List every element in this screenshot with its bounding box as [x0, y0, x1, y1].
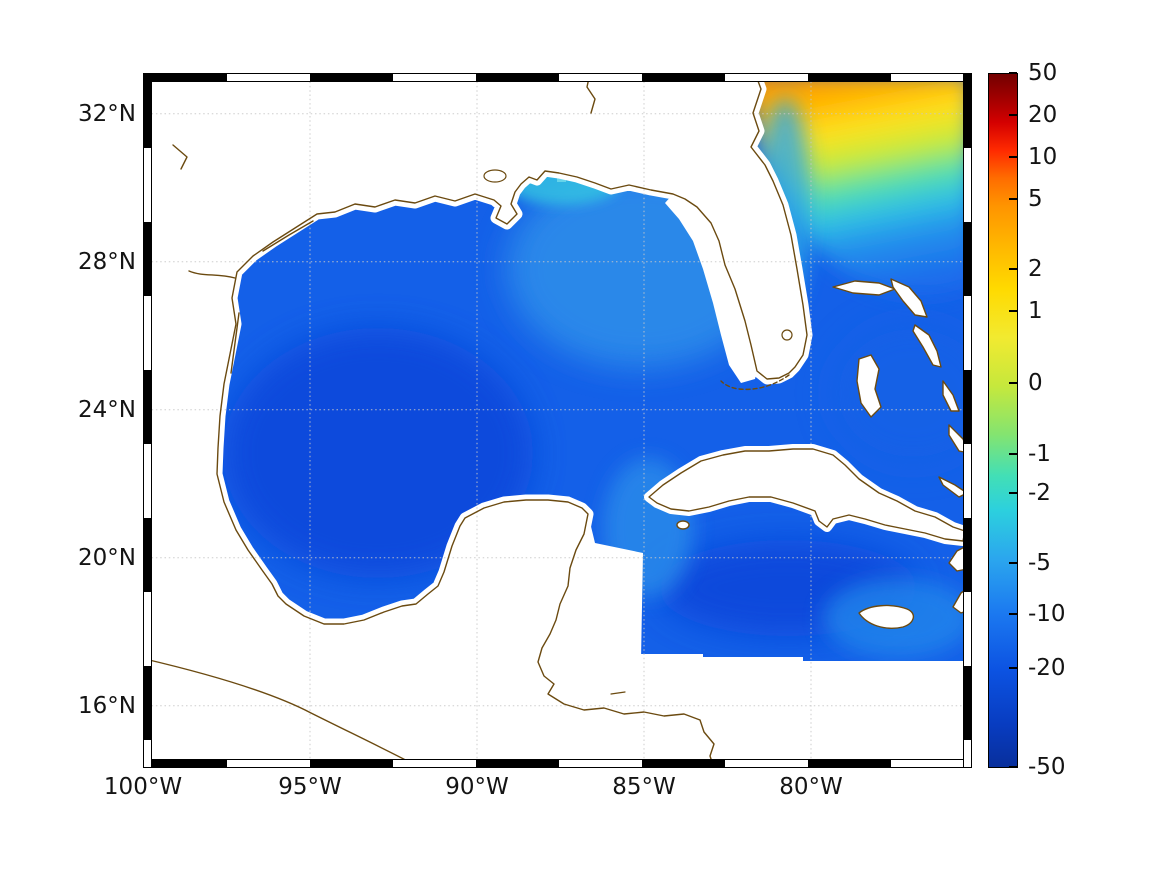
map-frame-bottom	[143, 759, 972, 768]
lakes	[483, 169, 793, 695]
inland-contour	[172, 144, 188, 170]
land-north-america	[143, 73, 807, 768]
map-frame-top	[143, 73, 972, 82]
colorbar-tick-label: -20	[1028, 655, 1066, 681]
colorbar-tick-mark	[1009, 562, 1017, 564]
rio-grande-contour	[188, 270, 236, 279]
coastline-mexico-pacific	[144, 658, 422, 768]
y-tick-label: 16°N	[78, 693, 136, 719]
laguna-madre	[230, 312, 240, 374]
island-cuba	[648, 448, 966, 542]
colorbar-tick-label: -50	[1028, 754, 1066, 780]
x-tick-label: 85°W	[612, 774, 676, 800]
colorbar	[988, 73, 1018, 768]
colorbar-tick-label: 5	[1028, 186, 1043, 212]
colorbar-tick-label: -10	[1028, 601, 1066, 627]
island-jamaica	[858, 604, 914, 629]
colorbar-tick-mark	[1009, 492, 1017, 494]
island-roatan	[610, 691, 626, 695]
florida-keys	[720, 374, 790, 391]
coastlines	[144, 73, 808, 768]
island-isle-of-youth	[676, 520, 690, 530]
colorbar-tick-label: 50	[1028, 60, 1058, 86]
y-tick-label: 32°N	[78, 101, 136, 127]
colorbar-tick-mark	[1009, 72, 1017, 74]
colorbar-tick-label: 0	[1028, 370, 1043, 396]
x-tick-label: 90°W	[445, 774, 509, 800]
colorbar-tick-label: 1	[1028, 298, 1043, 324]
island-andros	[856, 354, 882, 418]
x-tick-label: 80°W	[779, 774, 843, 800]
map-canvas	[143, 73, 972, 768]
colorbar-tick-mark	[1009, 382, 1017, 384]
texas-lagoon	[262, 220, 314, 252]
island-cat	[942, 380, 960, 412]
colorbar-tick-label: -2	[1028, 480, 1051, 506]
colorbar-tick-mark	[1009, 268, 1017, 270]
colorbar-tick-mark	[1009, 453, 1017, 455]
island-abaco	[890, 278, 928, 318]
x-tick-label: 95°W	[278, 774, 342, 800]
colorbar-tick-mark	[1009, 613, 1017, 615]
colorbar-tick-mark	[1009, 114, 1017, 116]
colorbar-tick-label: -1	[1028, 441, 1051, 467]
colorbar-tick-label: 10	[1028, 144, 1058, 170]
colorbar-tick-label: 2	[1028, 256, 1043, 282]
island-eleuthera	[912, 324, 942, 368]
lake-pontchartrain	[483, 169, 507, 183]
y-tick-label: 20°N	[78, 545, 136, 571]
colorbar-tick-label: -5	[1028, 550, 1051, 576]
colorbar-tick-mark	[1009, 667, 1017, 669]
y-tick-label: 24°N	[78, 397, 136, 423]
x-tick-label: 100°W	[103, 774, 183, 800]
colorbar-tick-mark	[1009, 156, 1017, 158]
graticule	[143, 73, 972, 768]
colorbar-tick-mark	[1009, 310, 1017, 312]
lake-okeechobee	[781, 329, 793, 341]
map-frame-right	[963, 73, 972, 768]
y-tick-label: 28°N	[78, 249, 136, 275]
colorbar-tick-mark	[1009, 198, 1017, 200]
colorbar-tick-label: 20	[1028, 102, 1058, 128]
map-frame-left	[143, 73, 152, 768]
colorbar-tick-mark	[1009, 766, 1017, 768]
